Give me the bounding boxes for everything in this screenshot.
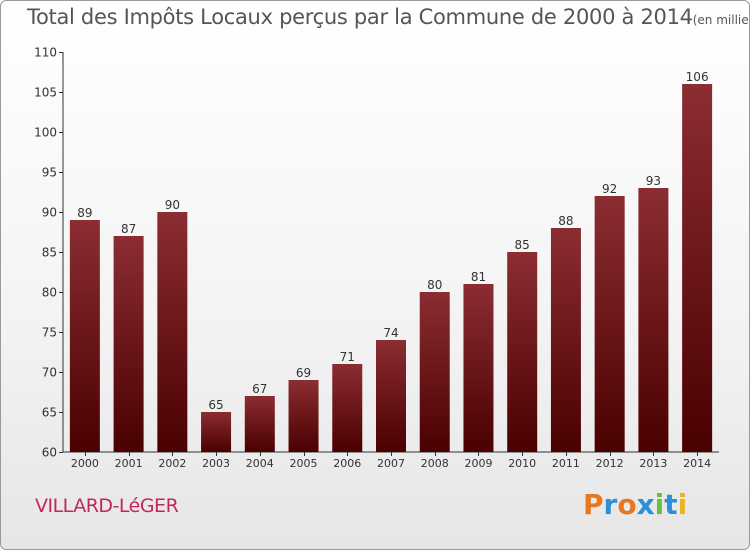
bar-2007	[376, 340, 406, 452]
value-labels: 89 87 90 65 67 69 71 74 80 81 85 88 92 93 106	[77, 70, 708, 412]
x-tick-label: 2014	[683, 457, 711, 470]
value-label: 65	[208, 398, 223, 412]
x-tick-label: 2013	[639, 457, 667, 470]
value-label: 80	[427, 278, 442, 292]
logo-letter: i	[654, 488, 665, 521]
logo-letter: o	[617, 488, 637, 521]
y-tick-label: 80	[42, 286, 57, 300]
bars	[69, 84, 713, 452]
y-tick-label: 100	[34, 126, 57, 140]
y-tick-label: 70	[42, 366, 57, 380]
value-label: 74	[383, 326, 398, 340]
bar-2011	[550, 228, 581, 452]
x-tick-label: 2002	[158, 457, 186, 470]
x-tick-label: 2011	[552, 457, 580, 470]
chart-title-group: Total des Impôts Locaux perçus par la Co…	[27, 5, 749, 29]
x-tick-label: 2006	[333, 457, 361, 470]
value-label: 93	[646, 174, 661, 188]
value-label: 85	[515, 238, 530, 252]
y-tick-label: 90	[42, 206, 57, 220]
bar-2002	[157, 212, 188, 452]
bar-2014	[682, 84, 713, 452]
value-label: 92	[602, 182, 617, 196]
bar-2005	[288, 380, 319, 452]
logo-letter: P	[583, 488, 604, 521]
bar-2001	[113, 236, 144, 452]
proxiti-logo[interactable]: Proxiti	[583, 488, 687, 521]
commune-name: VILLARD-LéGER	[35, 495, 179, 517]
bar-2006	[332, 364, 363, 452]
bar-2004	[244, 396, 275, 452]
y-tick-label: 85	[42, 246, 57, 260]
value-label: 81	[471, 270, 486, 284]
bar-2013	[638, 188, 669, 452]
value-label: 106	[686, 70, 709, 84]
logo-letter: i	[677, 488, 688, 521]
value-label: 71	[340, 350, 355, 364]
bar-2009	[463, 284, 494, 452]
x-tick-label: 2008	[421, 457, 449, 470]
value-label: 69	[296, 366, 311, 380]
x-tick-label: 2012	[596, 457, 624, 470]
x-tick-label: 2005	[290, 457, 318, 470]
y-tick-label: 105	[34, 86, 57, 100]
y-tick-label: 65	[42, 406, 57, 420]
unit-label: (en milliers d'€)	[692, 13, 749, 27]
bar-2000	[69, 220, 100, 452]
value-label: 89	[77, 206, 92, 220]
x-tick-label: 2004	[246, 457, 274, 470]
logo-letter: t	[664, 488, 678, 521]
y-tick-label: 110	[34, 46, 57, 60]
bar-2010	[507, 252, 538, 452]
value-label: 67	[252, 382, 267, 396]
y-tick-label: 95	[42, 166, 57, 180]
logo-letter: x	[636, 488, 655, 521]
value-label: 88	[558, 214, 573, 228]
value-label: 87	[121, 222, 136, 236]
y-tick-label: 75	[42, 326, 57, 340]
chart-title: Total des Impôts Locaux perçus par la Co…	[27, 5, 693, 29]
y-tick-label: 60	[42, 446, 57, 460]
bar-2012	[594, 196, 625, 452]
x-tick-label: 2007	[377, 457, 405, 470]
logo-letter: r	[603, 488, 618, 521]
x-tick-label: 2001	[115, 457, 143, 470]
bar-2003	[201, 412, 232, 452]
x-tick-label: 2000	[71, 457, 99, 470]
x-tick-label: 2009	[464, 457, 492, 470]
axes: 60 65 70 75 80 85 90 95 100 105 110 2000 2001 2002 200…	[34, 46, 719, 470]
value-label: 90	[165, 198, 180, 212]
bar-2008	[419, 292, 450, 452]
x-tick-label: 2003	[202, 457, 230, 470]
x-tick-label: 2010	[508, 457, 536, 470]
